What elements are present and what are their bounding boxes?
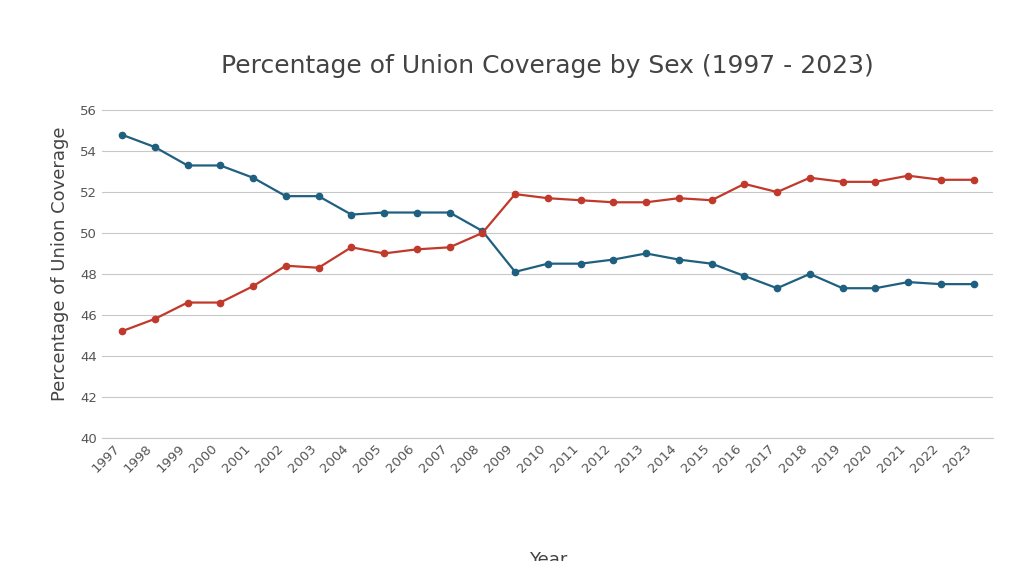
Women bbox=[116, 328, 128, 334]
Line: Women: Women bbox=[119, 173, 977, 334]
Women bbox=[673, 195, 685, 201]
Men bbox=[345, 211, 357, 218]
Men bbox=[902, 279, 914, 286]
Women bbox=[968, 176, 980, 183]
Women bbox=[247, 283, 259, 289]
Women bbox=[411, 246, 423, 252]
Men bbox=[935, 280, 947, 287]
Men bbox=[411, 209, 423, 216]
Women bbox=[902, 172, 914, 179]
Women bbox=[443, 244, 456, 251]
Women bbox=[640, 199, 652, 206]
Women bbox=[181, 299, 194, 306]
Men bbox=[542, 260, 554, 267]
Women bbox=[542, 195, 554, 201]
Men bbox=[312, 193, 325, 200]
Women bbox=[509, 191, 521, 197]
Men bbox=[869, 285, 882, 292]
Women bbox=[312, 264, 325, 271]
Men bbox=[181, 162, 194, 169]
Women bbox=[837, 178, 849, 185]
Men bbox=[837, 285, 849, 292]
Men bbox=[476, 228, 488, 234]
Men bbox=[378, 209, 390, 216]
Women bbox=[476, 229, 488, 236]
Men bbox=[607, 256, 620, 263]
Women bbox=[280, 263, 292, 269]
X-axis label: Year: Year bbox=[528, 551, 567, 561]
Women bbox=[574, 197, 587, 204]
Women bbox=[935, 176, 947, 183]
Women bbox=[869, 178, 882, 185]
Men bbox=[148, 144, 161, 150]
Men bbox=[738, 273, 751, 279]
Men bbox=[804, 270, 816, 277]
Men bbox=[771, 285, 783, 292]
Women bbox=[706, 197, 718, 204]
Women bbox=[607, 199, 620, 206]
Women bbox=[148, 315, 161, 322]
Men bbox=[574, 260, 587, 267]
Title: Percentage of Union Coverage by Sex (1997 - 2023): Percentage of Union Coverage by Sex (199… bbox=[221, 54, 874, 78]
Women bbox=[345, 244, 357, 251]
Y-axis label: Percentage of Union Coverage: Percentage of Union Coverage bbox=[51, 126, 69, 401]
Women bbox=[804, 174, 816, 181]
Men bbox=[280, 193, 292, 200]
Men bbox=[706, 260, 718, 267]
Men bbox=[443, 209, 456, 216]
Line: Men: Men bbox=[119, 132, 977, 291]
Men bbox=[247, 174, 259, 181]
Men bbox=[509, 269, 521, 275]
Men bbox=[673, 256, 685, 263]
Men bbox=[116, 131, 128, 138]
Men bbox=[214, 162, 226, 169]
Women bbox=[738, 181, 751, 187]
Women bbox=[771, 188, 783, 195]
Women bbox=[378, 250, 390, 257]
Men bbox=[640, 250, 652, 257]
Men bbox=[968, 280, 980, 287]
Women bbox=[214, 299, 226, 306]
